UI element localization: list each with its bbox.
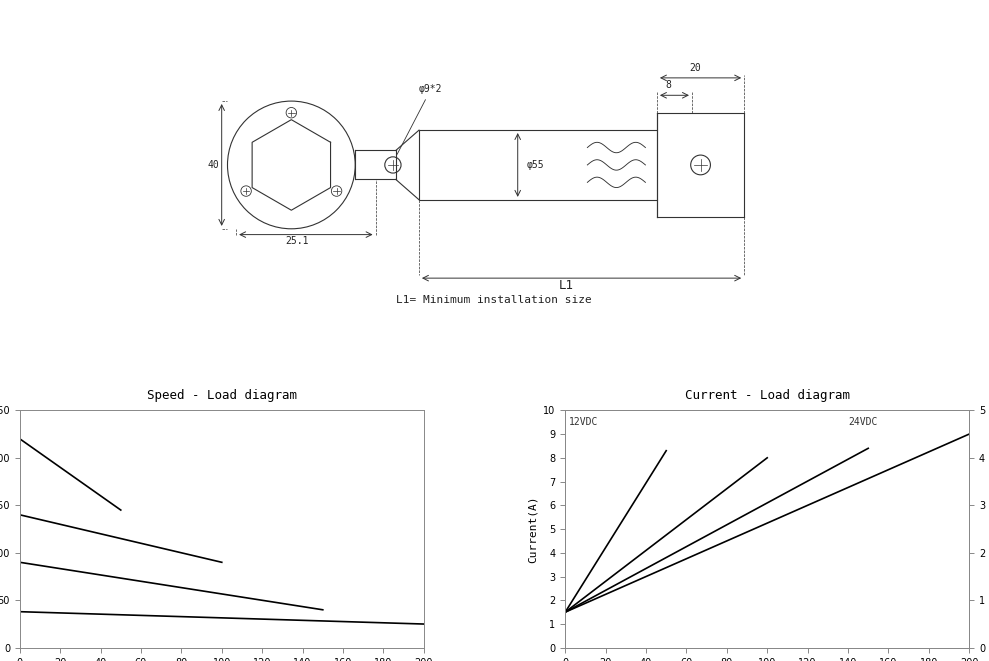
Text: φ9*2: φ9*2: [398, 85, 442, 155]
Text: 12VDC: 12VDC: [570, 418, 598, 428]
Y-axis label: Current(A): Current(A): [528, 495, 538, 563]
Text: φ55: φ55: [526, 160, 544, 170]
Text: 40: 40: [207, 160, 219, 170]
Text: L1: L1: [559, 278, 574, 292]
Text: 24VDC: 24VDC: [848, 418, 877, 428]
Title: Current - Load diagram: Current - Load diagram: [684, 389, 850, 402]
Title: Speed - Load diagram: Speed - Load diagram: [146, 389, 297, 402]
Text: 8: 8: [666, 81, 672, 91]
Text: 25.1: 25.1: [286, 237, 309, 247]
Text: L1= Minimum installation size: L1= Minimum installation size: [396, 295, 591, 305]
Text: 20: 20: [689, 63, 700, 73]
